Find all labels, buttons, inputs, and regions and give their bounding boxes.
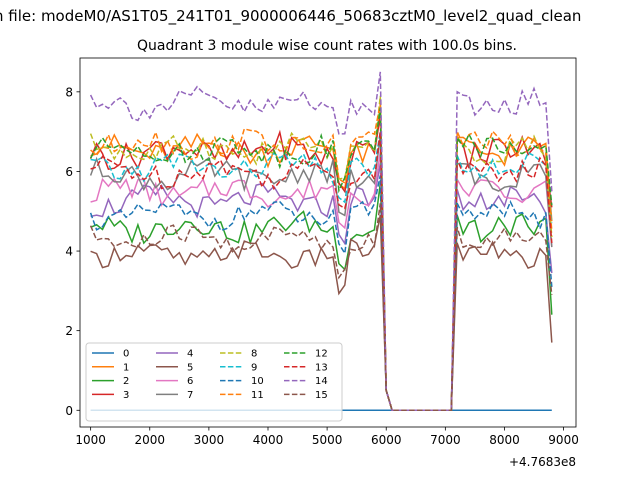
legend-label-2: 2 (123, 376, 129, 387)
legend-box (85, 342, 343, 422)
y-tick-label-4: 4 (65, 245, 73, 259)
x-tick-label-8000: 8000 (489, 433, 520, 447)
x-tick-label-6000: 6000 (371, 433, 402, 447)
series-line-3 (89, 115, 553, 412)
series-layer (89, 71, 553, 412)
legend-label-10: 10 (251, 376, 264, 387)
legend-label-3: 3 (123, 390, 129, 401)
x-tick-label-4000: 4000 (253, 433, 284, 447)
legend-label-5: 5 (187, 362, 193, 373)
legend-label-12: 12 (315, 349, 328, 360)
x-tick-label-3000: 3000 (194, 433, 225, 447)
series-line-9 (90, 131, 553, 412)
y-tick-label-2: 2 (65, 324, 73, 338)
series-line-7 (89, 135, 553, 412)
legend-label-8: 8 (251, 349, 257, 360)
series-line-12 (89, 107, 553, 412)
legend-label-0: 0 (123, 349, 129, 360)
x-tick-label-9000: 9000 (548, 433, 579, 447)
figure-suptitle: n file: modeM0/AS1T05_241T01_9000006446_… (0, 7, 581, 26)
x-tick-label-7000: 7000 (430, 433, 461, 447)
axes: 1000 2000 3000 4000 5000 6000 7000 8000 9000 0 2 4 6… (65, 57, 579, 447)
y-tick-label-6: 6 (65, 165, 73, 179)
legend-label-14: 14 (315, 376, 328, 387)
legend-label-13: 13 (315, 362, 328, 373)
legend-label-6: 6 (187, 376, 193, 387)
y-tick-label-0: 0 (65, 404, 73, 418)
y-tick-label-8: 8 (65, 85, 73, 99)
legend-label-15: 15 (315, 390, 328, 401)
series-line-13 (90, 131, 553, 412)
legend-label-11: 11 (251, 390, 264, 401)
legend-label-1: 1 (123, 362, 129, 373)
series-line-10 (89, 175, 553, 412)
x-tick-label-2000: 2000 (134, 433, 165, 447)
chart-title: Quadrant 3 module wise count rates with … (137, 38, 517, 54)
axes-frame (79, 57, 577, 428)
series-line-11 (90, 103, 553, 412)
x-offset-label: +4.7683e8 (509, 455, 576, 469)
legend-label-4: 4 (187, 349, 193, 360)
series-line-15 (89, 203, 553, 412)
legend-label-7: 7 (187, 390, 193, 401)
x-tick-label-1000: 1000 (75, 433, 106, 447)
x-tick-label-5000: 5000 (312, 433, 343, 447)
series-line-14 (89, 71, 553, 412)
legend-label-9: 9 (251, 362, 257, 373)
series-line-2 (90, 183, 553, 412)
